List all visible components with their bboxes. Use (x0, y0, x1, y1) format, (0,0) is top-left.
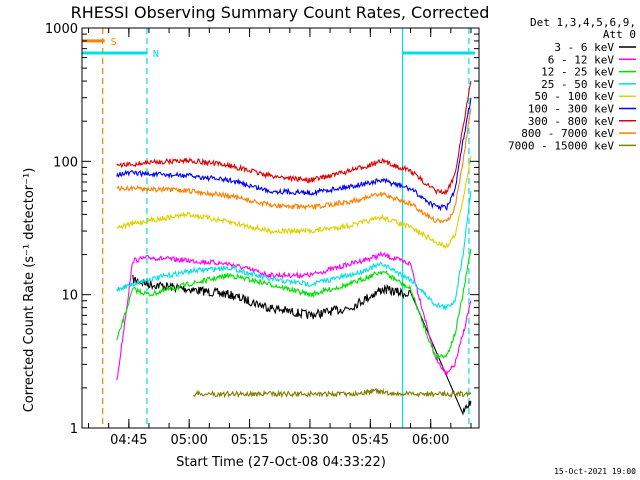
y-tick-label-2: 100 (53, 155, 78, 170)
series-line-6 (116, 80, 472, 196)
series-line-5 (116, 97, 472, 212)
flag-label-s: S (111, 37, 117, 48)
timestamp: 15-Oct-2021 19:00 (554, 467, 636, 476)
legend-label-3: 25 - 50 keV (541, 78, 614, 91)
x-tick-label-3: 05:30 (291, 433, 328, 448)
flag-label-n: N (153, 49, 159, 60)
y-tick-label-0: 1 (70, 422, 78, 437)
series-line-7 (116, 108, 472, 224)
plot-frame (81, 27, 480, 429)
legend-label-5: 100 - 300 keV (528, 103, 614, 116)
series-line-8 (193, 387, 472, 399)
series-line-0 (132, 274, 472, 416)
x-tick-label-4: 05:45 (352, 433, 389, 448)
chart-title: RHESSI Observing Summary Count Rates, Co… (71, 3, 490, 22)
legend-label-0: 3 - 6 keV (554, 41, 614, 54)
x-tick-label-2: 05:15 (231, 433, 268, 448)
y-axis-label: Corrected Count Rate (s⁻¹ detector⁻¹) (22, 168, 37, 413)
x-tick-label-5: 06:00 (412, 433, 449, 448)
series-line-4 (116, 155, 472, 250)
series-line-2 (116, 248, 472, 360)
axes: 1 10 100 1000 04:45 05:00 05:15 05:30 05:45 06:00 (45, 22, 480, 448)
series-line-3 (116, 190, 472, 312)
x-axis-label: Start Time (27-Oct-08 04:33:22) (176, 455, 386, 470)
legend-header-line-1: Det 1,3,4,5,6,9, (530, 16, 636, 29)
legend-label-4: 50 - 100 keV (535, 90, 615, 103)
legend-label-7: 800 - 7000 keV (521, 127, 614, 140)
legend-label-2: 12 - 25 keV (541, 66, 614, 79)
x-tick-label-0: 04:45 (110, 433, 147, 448)
legend-label-6: 300 - 800 keV (528, 115, 614, 128)
y-tick-label-3: 1000 (45, 22, 78, 37)
y-tick-label-1: 10 (61, 289, 78, 304)
plot-area: SN (82, 28, 475, 428)
legend-label-1: 6 - 12 keV (548, 53, 615, 66)
legend-header-line-2: Att 0 (603, 28, 636, 41)
series-line-1 (116, 250, 472, 381)
legend-label-8: 7000 - 15000 keV (508, 139, 614, 152)
x-tick-label-1: 05:00 (170, 433, 207, 448)
